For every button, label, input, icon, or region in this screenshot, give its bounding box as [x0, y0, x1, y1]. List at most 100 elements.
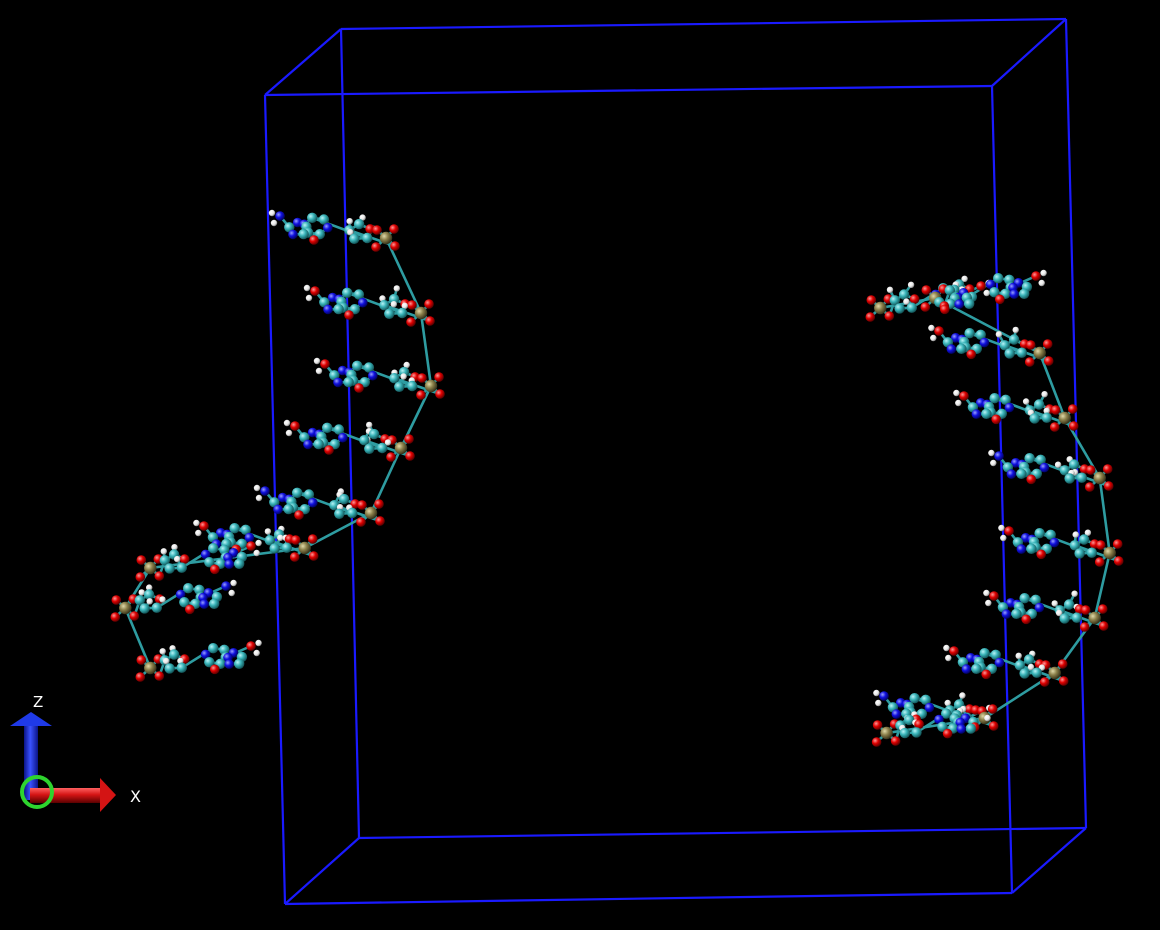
- nitrogen-atom: [1034, 602, 1045, 613]
- nitrogen-atom: [979, 337, 990, 348]
- nitrogen-atom: [954, 299, 964, 309]
- carbon-atom: [1074, 548, 1085, 559]
- oxygen-atom: [344, 310, 354, 320]
- hydrogen-atom: [961, 275, 968, 282]
- hydrogen-atom: [1043, 407, 1050, 414]
- oxygen-atom: [289, 552, 300, 562]
- hydrogen-atom: [193, 519, 200, 527]
- phosphorus-atom: [424, 379, 438, 393]
- chemical-bond: [384, 237, 423, 314]
- oxygen-atom: [320, 359, 330, 369]
- hydrogen-atom: [401, 302, 408, 309]
- carbon-atom: [389, 373, 400, 384]
- oxygen-atom: [1004, 526, 1014, 536]
- carbon-atom: [899, 727, 911, 739]
- hydrogen-atom: [403, 361, 410, 369]
- nitrogen-atom: [1006, 469, 1017, 479]
- oxygen-atom: [386, 452, 396, 462]
- hydrogen-atom: [393, 285, 400, 292]
- oxygen-atom: [1068, 421, 1079, 431]
- hydrogen-atom: [1012, 326, 1019, 334]
- carbon-atom: [333, 424, 345, 435]
- nitrogen-atom: [221, 581, 231, 591]
- carbon-atom: [1016, 468, 1027, 479]
- hydrogen-atom: [1040, 269, 1047, 277]
- carbon-atom: [1059, 465, 1071, 476]
- chemical-bond: [124, 607, 152, 669]
- carbon-atom: [364, 443, 375, 454]
- oxygen-atom: [406, 317, 416, 327]
- carbon-atom: [944, 285, 955, 296]
- hydrogen-atom: [303, 284, 311, 292]
- nitrogen-atom: [303, 439, 313, 450]
- oxygen-atom: [246, 641, 256, 651]
- hydrogen-atom: [959, 692, 966, 699]
- carbon-atom: [1069, 540, 1081, 551]
- oxygen-atom: [179, 554, 190, 564]
- hydrogen-atom: [1071, 590, 1078, 597]
- oxygen-atom: [405, 451, 415, 461]
- box-edge: [990, 85, 1014, 894]
- hydrogen-atom: [1072, 531, 1079, 538]
- hydrogen-atom: [347, 229, 354, 236]
- oxygen-atom: [135, 672, 146, 682]
- carbon-atom: [1063, 599, 1075, 610]
- carbon-atom: [1016, 347, 1027, 358]
- carbon-atom: [377, 442, 388, 454]
- oxygen-atom: [375, 516, 385, 526]
- carbon-atom: [904, 714, 915, 726]
- nitrogen-atom: [338, 432, 348, 443]
- hydrogen-atom: [985, 599, 992, 607]
- nitrogen-atom: [946, 344, 957, 354]
- oxygen-atom: [1095, 540, 1106, 550]
- hydrogen-atom: [195, 529, 202, 537]
- carbon-atom: [1045, 529, 1056, 540]
- carbon-atom: [164, 663, 175, 674]
- carbon-atom: [941, 708, 952, 719]
- carbon-atom: [989, 287, 1000, 298]
- oxygen-atom: [210, 564, 220, 575]
- phosphorus-atom: [1048, 666, 1061, 680]
- hydrogen-atom: [270, 219, 278, 227]
- carbon-atom: [1000, 394, 1011, 405]
- oxygen-atom: [1067, 404, 1078, 414]
- chemical-bond: [419, 312, 433, 387]
- dna-strand-left: [110, 209, 445, 682]
- carbon-atom: [362, 232, 373, 244]
- carbon-atom: [1086, 547, 1098, 558]
- carbon-atom: [975, 329, 986, 340]
- oxygen-atom: [372, 225, 382, 235]
- nitrogen-atom: [924, 702, 935, 713]
- carbon-atom: [338, 493, 350, 505]
- carbon-atom: [1030, 594, 1041, 605]
- hydrogen-atom: [943, 644, 950, 652]
- oxygen-atom: [1042, 339, 1053, 349]
- oxygen-atom: [1025, 340, 1036, 350]
- oxygen-atom: [1021, 614, 1031, 625]
- carbon-atom: [1035, 454, 1046, 465]
- carbon-atom: [329, 500, 340, 511]
- oxygen-atom: [407, 300, 417, 310]
- nitrogen-atom: [199, 599, 209, 609]
- hydrogen-atom: [930, 334, 937, 342]
- z-axis-arrowhead: [10, 712, 52, 726]
- hydrogen-atom: [159, 596, 166, 603]
- hydrogen-atom: [253, 484, 261, 492]
- carbon-atom: [1026, 543, 1037, 554]
- oxygen-atom: [417, 373, 427, 383]
- nitrogen-atom: [1039, 462, 1050, 473]
- carbon-atom: [1029, 413, 1040, 424]
- oxygen-atom: [1112, 539, 1123, 549]
- phosphorus-atom: [144, 661, 157, 675]
- oxygen-atom: [310, 286, 320, 296]
- hydrogen-atom: [160, 548, 167, 555]
- hydrogen-atom: [1055, 609, 1063, 617]
- carbon-atom: [920, 694, 931, 705]
- carbon-atom: [368, 428, 380, 440]
- hydrogen-atom: [886, 286, 894, 293]
- nitrogen-atom: [275, 211, 285, 221]
- nitrogen-atom: [891, 709, 902, 719]
- carbon-atom: [322, 422, 333, 433]
- oxygen-atom: [959, 391, 969, 401]
